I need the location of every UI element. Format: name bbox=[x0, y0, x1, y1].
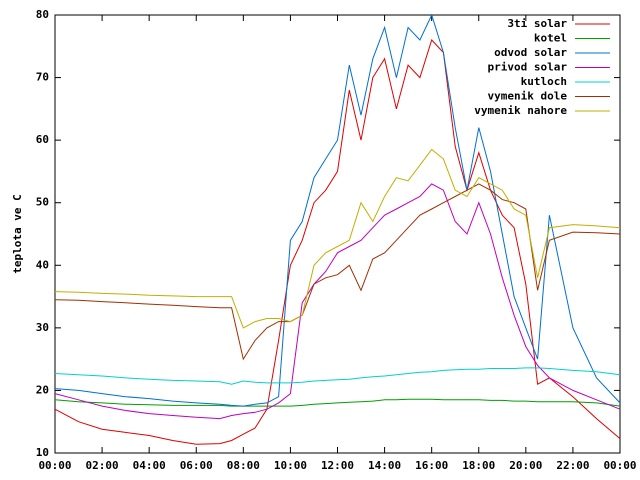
series-line bbox=[54, 148, 621, 329]
x-tick-label: 10:00 bbox=[274, 459, 307, 472]
legend-label: privod solar bbox=[488, 61, 568, 74]
y-tick-label: 30 bbox=[36, 321, 49, 334]
legend-label: 3ti solar bbox=[507, 17, 567, 30]
x-tick-label: 06:00 bbox=[180, 459, 213, 472]
x-tick-label: 02:00 bbox=[86, 459, 119, 472]
x-tick-label: 14:00 bbox=[368, 459, 401, 472]
y-tick-label: 60 bbox=[36, 133, 49, 146]
x-tick-label: 04:00 bbox=[133, 459, 166, 472]
legend-label: vymenik nahore bbox=[474, 104, 567, 117]
x-tick-label: 00:00 bbox=[38, 459, 71, 472]
series-line bbox=[54, 183, 621, 420]
legend-label: kutloch bbox=[521, 75, 567, 88]
x-tick-label: 20:00 bbox=[509, 459, 542, 472]
x-tick-label: 18:00 bbox=[462, 459, 495, 472]
y-tick-label: 70 bbox=[36, 71, 49, 84]
x-tick-label: 00:00 bbox=[603, 459, 636, 472]
series-line bbox=[54, 13, 621, 407]
x-tick-label: 16:00 bbox=[415, 459, 448, 472]
y-tick-label: 20 bbox=[36, 383, 49, 396]
series-line bbox=[54, 367, 621, 385]
series-line bbox=[54, 183, 621, 361]
legend-label: kotel bbox=[534, 32, 567, 45]
y-tick-label: 50 bbox=[36, 196, 49, 209]
y-tick-label: 10 bbox=[36, 446, 49, 459]
legend-label: vymenik dole bbox=[488, 90, 568, 103]
x-tick-label: 22:00 bbox=[556, 459, 589, 472]
legend-label: odvod solar bbox=[494, 46, 567, 59]
series-line bbox=[54, 39, 621, 445]
series-line bbox=[54, 398, 621, 407]
y-tick-label: 40 bbox=[36, 258, 49, 271]
x-tick-label: 08:00 bbox=[227, 459, 260, 472]
y-tick-label: 80 bbox=[36, 8, 49, 21]
y-axis-label: teplota ve C bbox=[11, 194, 24, 273]
x-tick-label: 12:00 bbox=[321, 459, 354, 472]
